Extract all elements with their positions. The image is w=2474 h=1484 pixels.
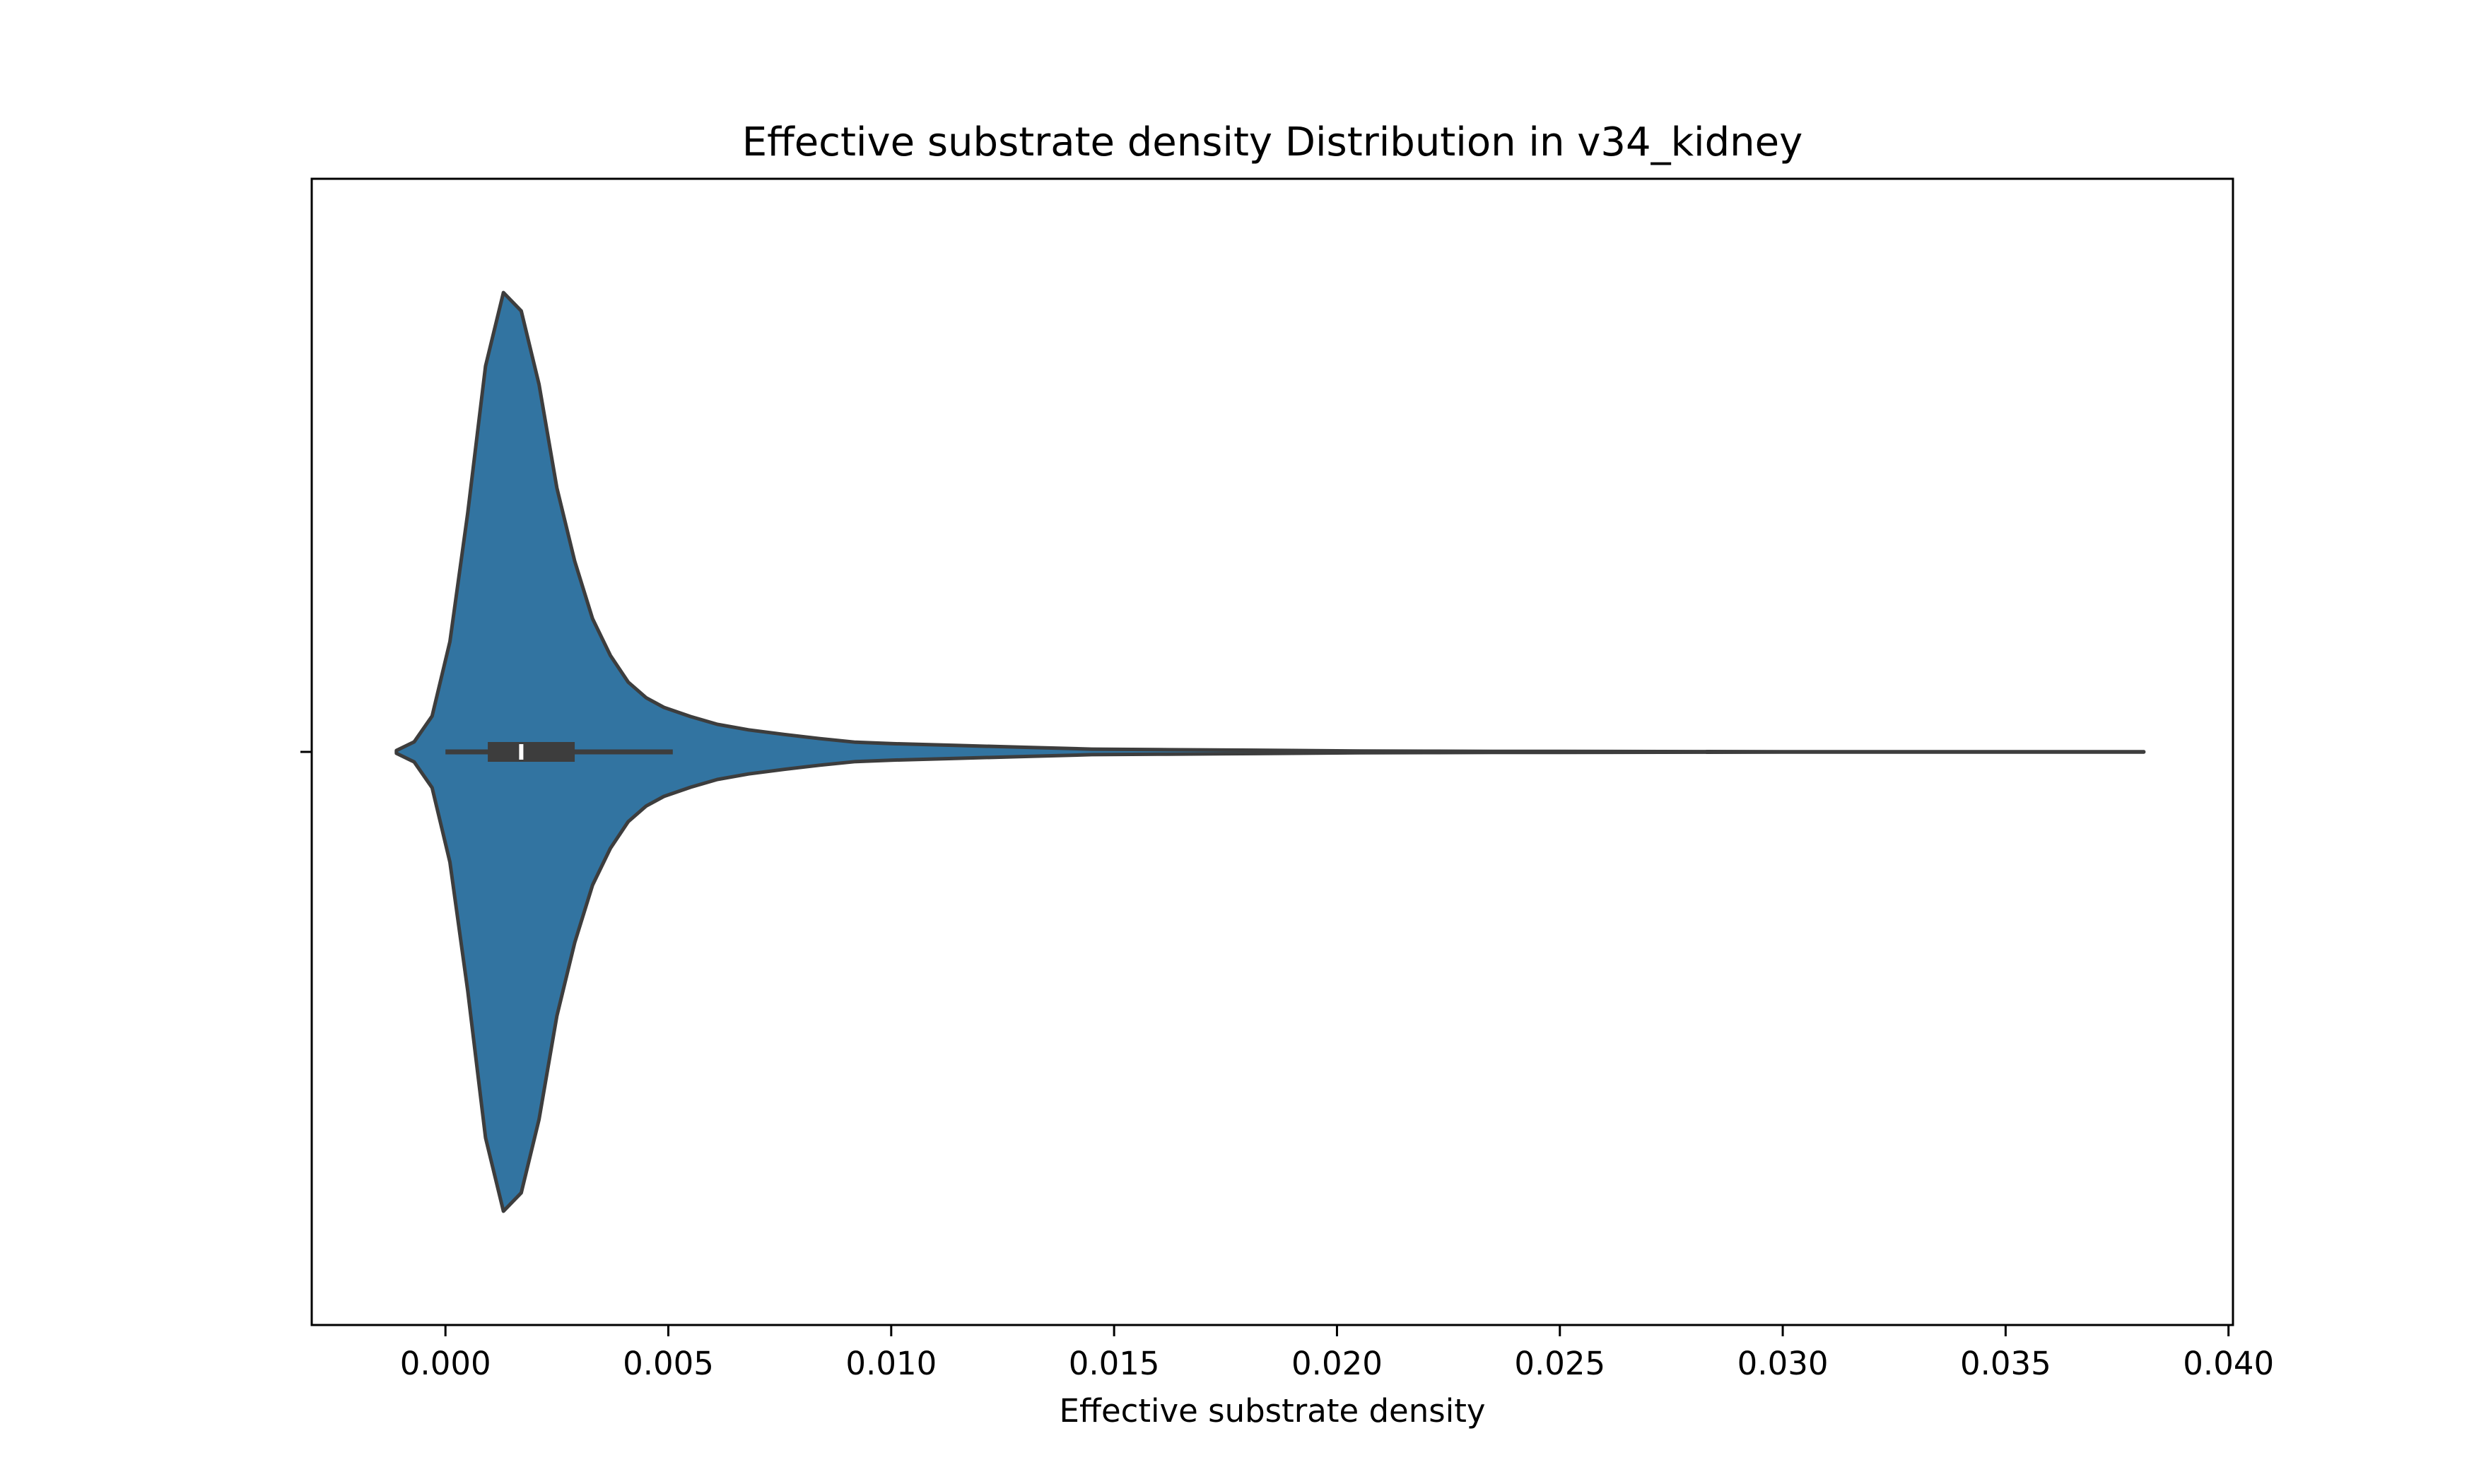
- x-tick-label: 0.030: [1737, 1345, 1829, 1382]
- iqr-box: [488, 742, 575, 762]
- median-marker: [519, 744, 524, 760]
- x-axis-ticks: 0.000 0.005 0.010 0.015 0.020 0.025 0.030 0.035…: [400, 1325, 2274, 1382]
- chart-title: Effective substrate density Distribution…: [742, 119, 1803, 165]
- x-tick-label: 0.025: [1514, 1345, 1605, 1382]
- x-axis-label: Effective substrate density: [1060, 1392, 1486, 1430]
- x-tick-label: 0.020: [1291, 1345, 1383, 1382]
- violin-body: [394, 290, 2146, 1213]
- x-tick-label: 0.015: [1069, 1345, 1160, 1382]
- x-tick-label: 0.040: [2183, 1345, 2274, 1382]
- x-tick-label: 0.005: [623, 1345, 714, 1382]
- plot-area: [394, 290, 2146, 1213]
- x-tick-label: 0.000: [400, 1345, 491, 1382]
- x-tick-label: 0.010: [845, 1345, 937, 1382]
- x-tick-label: 0.035: [1960, 1345, 2051, 1382]
